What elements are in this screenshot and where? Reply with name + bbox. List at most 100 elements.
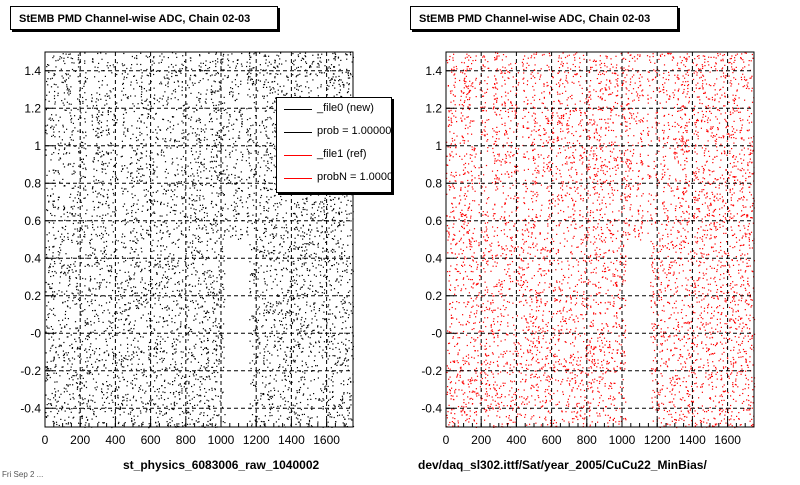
scatter-point: [261, 251, 263, 253]
scatter-point: [200, 69, 202, 71]
scatter-point: [309, 241, 311, 244]
scatter-point: [157, 138, 159, 140]
scatter-point: [134, 346, 136, 348]
scatter-point: [184, 260, 186, 263]
scatter-point: [47, 415, 49, 417]
scatter-point: [287, 289, 289, 291]
scatter-point: [343, 86, 345, 88]
scatter-point: [334, 229, 336, 231]
scatter-point: [172, 66, 174, 68]
scatter-point: [283, 327, 285, 329]
scatter-point: [150, 186, 152, 188]
scatter-point: [346, 82, 348, 84]
scatter-point: [284, 94, 286, 96]
scatter-point: [188, 381, 190, 383]
scatter-point: [223, 69, 225, 71]
scatter-point: [58, 149, 60, 151]
scatter-point: [174, 141, 176, 143]
scatter-point: [156, 425, 158, 427]
scatter-point: [129, 240, 131, 242]
scatter-point: [263, 154, 265, 156]
scatter-point: [333, 216, 335, 218]
scatter-point: [318, 399, 320, 401]
scatter-point: [52, 203, 54, 205]
scatter-point: [148, 284, 150, 286]
scatter-point: [296, 390, 298, 392]
scatter-point: [172, 190, 174, 193]
scatter-point: [127, 393, 129, 395]
scatter-point: [46, 209, 48, 211]
scatter-point: [163, 203, 165, 205]
scatter-point: [127, 359, 129, 361]
scatter-point: [269, 306, 271, 308]
scatter-point: [53, 416, 56, 418]
scatter-point: [91, 120, 93, 122]
scatter-point: [269, 396, 271, 398]
scatter-point: [96, 169, 98, 172]
scatter-point: [47, 64, 49, 66]
scatter-point: [218, 101, 220, 103]
scatter-point: [63, 271, 66, 273]
scatter-point: [67, 384, 69, 386]
scatter-point: [266, 336, 268, 338]
scatter-point: [191, 355, 193, 357]
scatter-point: [267, 366, 269, 368]
scatter-point: [300, 286, 302, 289]
scatter-point: [138, 265, 140, 267]
scatter-point: [133, 419, 135, 421]
scatter-point: [337, 242, 340, 244]
scatter-point: [207, 352, 209, 354]
scatter-point: [218, 164, 220, 166]
scatter-point: [137, 266, 140, 268]
scatter-point: [246, 108, 248, 110]
scatter-point: [78, 422, 80, 424]
scatter-point: [164, 307, 166, 309]
scatter-point: [64, 410, 66, 412]
scatter-point: [65, 73, 67, 75]
scatter-point: [161, 215, 163, 217]
scatter-point: [268, 391, 270, 393]
scatter-point: [53, 339, 55, 341]
scatter-point: [124, 218, 126, 221]
scatter-point: [98, 136, 100, 138]
scatter-point: [102, 422, 104, 424]
scatter-point: [194, 234, 196, 237]
scatter-point: [246, 61, 248, 63]
scatter-point: [135, 79, 138, 81]
scatter-point: [174, 213, 176, 215]
scatter-point: [275, 269, 277, 271]
scatter-point: [130, 231, 132, 233]
scatter-point: [71, 408, 73, 410]
scatter-point: [199, 376, 201, 378]
scatter-point: [296, 317, 298, 319]
scatter-point: [265, 126, 268, 128]
scatter-point: [98, 320, 100, 322]
scatter-point: [269, 375, 271, 377]
scatter-point: [136, 57, 138, 60]
scatter-point: [207, 177, 209, 179]
scatter-point: [210, 156, 213, 158]
scatter-point: [124, 224, 126, 226]
scatter-point: [81, 344, 83, 346]
scatter-point: [339, 79, 341, 81]
scatter-point: [161, 385, 163, 387]
scatter-point: [331, 313, 334, 315]
scatter-point: [326, 204, 328, 206]
scatter-point: [202, 378, 204, 380]
scatter-point: [45, 154, 47, 156]
scatter-point: [270, 265, 272, 267]
scatter-point: [122, 233, 124, 235]
scatter-point: [112, 358, 115, 360]
scatter-point: [283, 85, 285, 87]
scatter-point: [163, 399, 166, 401]
scatter-point: [70, 369, 72, 371]
scatter-point: [224, 75, 226, 77]
scatter-point: [155, 112, 157, 115]
scatter-point: [216, 277, 218, 279]
scatter-point: [63, 205, 65, 207]
scatter-point: [238, 176, 240, 178]
scatter-point: [181, 170, 183, 172]
scatter-point: [331, 396, 333, 398]
scatter-point: [143, 139, 145, 141]
scatter-point: [334, 406, 336, 408]
